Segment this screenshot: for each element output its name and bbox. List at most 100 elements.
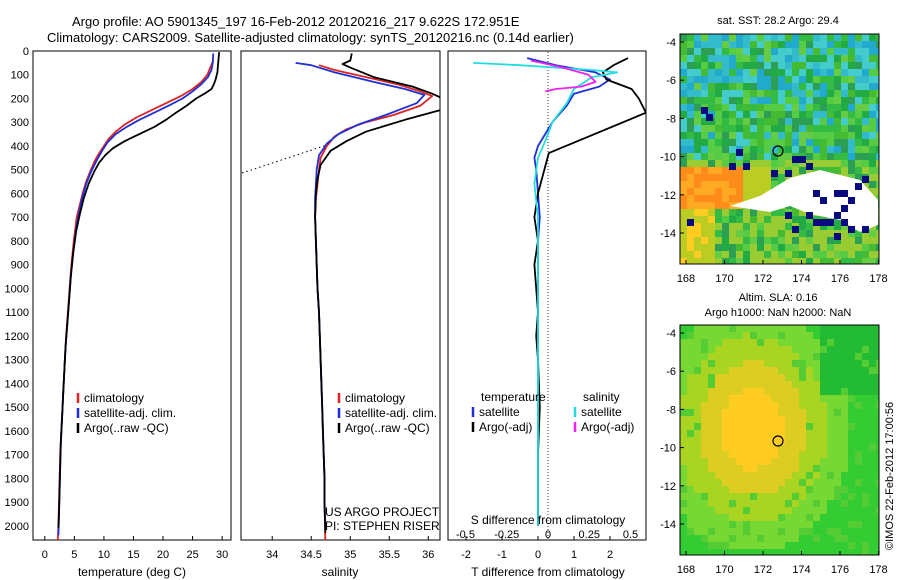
sla-cell [841, 535, 849, 543]
sla-cell [806, 332, 814, 340]
sst-cell [680, 181, 688, 189]
sla-cell [722, 472, 730, 480]
sst-cell [764, 104, 772, 112]
sla-cell [876, 374, 879, 382]
sst-cell [771, 181, 779, 189]
sst-cell [855, 153, 863, 161]
x-tick-label: 25 [186, 549, 198, 561]
sst-cell [771, 223, 779, 231]
sla-cell [680, 423, 688, 431]
sla-cell [785, 423, 793, 431]
sla-cell [792, 451, 800, 459]
sla-cell [841, 514, 849, 522]
sla-cell [757, 381, 765, 389]
sst-cell [820, 237, 828, 245]
sst-cell [680, 62, 688, 70]
sla-cell [848, 367, 856, 375]
sla-cell [848, 458, 856, 466]
sst-cell [743, 146, 751, 154]
sst-cell [722, 111, 730, 119]
sla-cell [792, 465, 800, 473]
sla-cell [785, 528, 793, 536]
sla-cell [827, 444, 835, 452]
sst-cell [827, 132, 835, 140]
sla-cell [778, 423, 786, 431]
sla-cell [827, 521, 835, 529]
sst-cell [813, 111, 821, 119]
sla-cell [834, 472, 842, 480]
sst-masked-cell [827, 219, 834, 226]
sst-cell [869, 181, 877, 189]
sla-cell [764, 465, 772, 473]
sst-cell [792, 41, 800, 49]
sst-cell [785, 118, 793, 126]
sla-cell [806, 409, 814, 417]
sla-cell [841, 479, 849, 487]
sst-cell [869, 118, 877, 126]
sst-cell [729, 209, 737, 217]
sst-cell [806, 223, 814, 231]
sst-cell [694, 139, 702, 147]
sst-cell [827, 76, 835, 84]
sla-cell [736, 346, 744, 354]
sla-cell [687, 388, 695, 396]
sst-cell [785, 83, 793, 91]
sst-cell [722, 230, 730, 238]
sst-cell [813, 69, 821, 77]
sla-cell [708, 416, 716, 424]
sst-cell [806, 104, 814, 112]
sla-cell [848, 521, 856, 529]
sla-cell [862, 451, 870, 459]
sla-cell [715, 409, 723, 417]
sst-cell [799, 55, 807, 63]
sla-cell [834, 521, 842, 529]
sla-cell [848, 507, 856, 515]
sst-cell [764, 139, 772, 147]
sst-cell [841, 237, 849, 245]
sla-cell [876, 367, 879, 375]
sla-cell [855, 423, 863, 431]
sst-cell [743, 83, 751, 91]
sla-cell [841, 430, 849, 438]
sst-cell [757, 258, 765, 264]
sla-cell [743, 374, 751, 382]
sla-cell [841, 528, 849, 536]
sla-cell [855, 542, 863, 550]
sst-cell [799, 223, 807, 231]
sst-cell [708, 216, 716, 224]
map-x-tick-label: 178 [869, 273, 887, 285]
sst-masked-cell [841, 219, 848, 226]
sst-cell [736, 153, 744, 161]
sst-cell [701, 251, 709, 259]
sla-cell [757, 409, 765, 417]
sst-cell [736, 48, 744, 56]
sst-cell [680, 90, 688, 98]
legend-label-s_argo: Argo(-adj) [581, 420, 634, 434]
sla-cell [813, 451, 821, 459]
sla-cell [841, 507, 849, 515]
sla-cell [736, 430, 744, 438]
sst-cell [694, 251, 702, 259]
sst-cell [855, 237, 863, 245]
sst-cell [876, 76, 879, 84]
sst-cell [736, 160, 744, 168]
sst-cell [862, 258, 870, 264]
sla-cell [848, 325, 856, 333]
sla-cell [750, 325, 758, 333]
sst-cell [694, 76, 702, 84]
sla-cell [729, 374, 737, 382]
sla-cell [778, 346, 786, 354]
sla-cell [841, 500, 849, 508]
sst-cell [764, 258, 772, 264]
map-x-tick-label: 176 [831, 273, 849, 285]
sst-cell [729, 258, 737, 264]
sst-cell [862, 90, 870, 98]
sla-cell [680, 500, 688, 508]
sst-cell [750, 62, 758, 70]
sst-cell [722, 188, 730, 196]
sla-cell [778, 479, 786, 487]
sla-cell [827, 388, 835, 396]
sla-cell [701, 388, 709, 396]
sst-cell [820, 139, 828, 147]
sst-cell [820, 251, 828, 259]
